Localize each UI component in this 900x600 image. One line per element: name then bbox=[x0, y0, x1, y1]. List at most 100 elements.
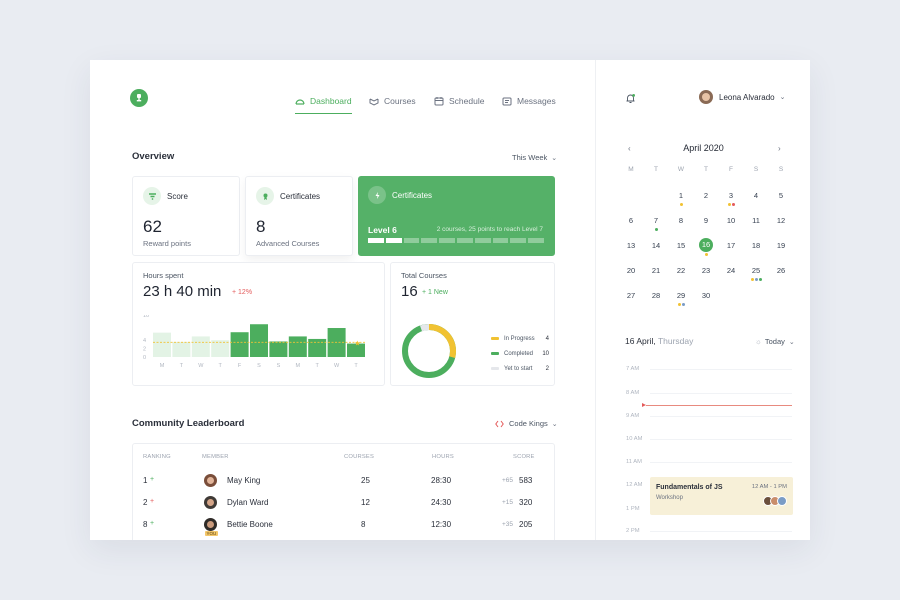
calendar-day[interactable]: 18 bbox=[751, 241, 761, 250]
hours-bar[interactable] bbox=[308, 338, 327, 357]
calendar-day[interactable]: 2 bbox=[703, 191, 709, 200]
prev-month-button[interactable]: ‹ bbox=[628, 144, 631, 153]
calendar-day[interactable]: 24 bbox=[726, 266, 736, 275]
attendee-avatar bbox=[777, 496, 787, 506]
time-gridline bbox=[650, 393, 792, 394]
hours-bar[interactable] bbox=[211, 340, 230, 357]
level-progress-segment bbox=[474, 238, 491, 243]
x-tick-label: T bbox=[316, 363, 320, 369]
calendar-day[interactable]: 17 bbox=[726, 241, 736, 250]
calendar-day[interactable]: 4 bbox=[753, 191, 759, 200]
calendar-day[interactable]: 16 bbox=[699, 238, 713, 252]
time-label: 11 AM bbox=[626, 459, 643, 465]
calendar-day[interactable]: 10 bbox=[726, 216, 736, 225]
schedule-day: 16 April, bbox=[625, 336, 656, 346]
calendar-day[interactable]: 19 bbox=[776, 241, 786, 250]
team-dropdown[interactable]: Code Kings ⌄ bbox=[495, 419, 558, 428]
calendar-day[interactable]: 26 bbox=[776, 266, 786, 275]
hours-label: Hours spent bbox=[143, 271, 184, 280]
app-logo[interactable] bbox=[130, 89, 148, 107]
schedule-weekday: Thursday bbox=[657, 336, 694, 346]
calendar-day[interactable]: 6 bbox=[628, 216, 634, 225]
weekday-label: W bbox=[677, 166, 685, 173]
event-dot bbox=[681, 303, 685, 306]
total-courses-change: + 1 New bbox=[422, 289, 448, 296]
rank-trend: + bbox=[150, 520, 155, 527]
calendar-day[interactable]: 28 bbox=[651, 291, 661, 300]
event-card[interactable]: Fundamentals of JS 12 AM - 1 PM Workshop bbox=[650, 477, 793, 515]
legend-value: 10 bbox=[542, 350, 549, 357]
period-dropdown[interactable]: This Week ⌄ bbox=[512, 153, 557, 162]
hours-bar[interactable] bbox=[230, 332, 249, 357]
hours-bar[interactable] bbox=[172, 341, 191, 357]
next-month-button[interactable]: › bbox=[778, 144, 781, 153]
hours-bar[interactable] bbox=[288, 336, 307, 357]
star-icon: ★ bbox=[354, 339, 360, 347]
x-tick-label: T bbox=[180, 363, 184, 369]
score-card[interactable]: Score 62 Reward points bbox=[132, 176, 240, 256]
x-tick-label: W bbox=[198, 363, 204, 369]
calendar-day[interactable]: 20 bbox=[626, 266, 636, 275]
certificates-value: 8 bbox=[256, 217, 266, 236]
calendar-day[interactable]: 21 bbox=[651, 266, 661, 275]
score-icon-badge bbox=[143, 187, 161, 205]
calendar-day[interactable]: 8 bbox=[678, 216, 684, 225]
calendar-day[interactable]: 30 bbox=[701, 291, 711, 300]
hours-bar[interactable] bbox=[347, 343, 365, 357]
calendar-day[interactable]: 1 bbox=[678, 191, 684, 200]
chevron-down-icon: ⌄ bbox=[551, 154, 558, 162]
schedule-date: 16 April, Thursday bbox=[625, 336, 693, 346]
calendar-day[interactable]: 25 bbox=[751, 266, 761, 275]
calendar-day[interactable]: 13 bbox=[626, 241, 636, 250]
user-menu[interactable]: Leona Alvarado ⌄ bbox=[699, 90, 785, 104]
weekday-label: T bbox=[704, 166, 708, 173]
total-courses-card: Total Courses 16 + 1 New In Progress 4 Com… bbox=[390, 262, 555, 386]
certificates-icon-badge bbox=[256, 187, 274, 205]
calendar-month: April 2020 bbox=[683, 143, 724, 153]
hours-bar[interactable] bbox=[250, 324, 268, 357]
rank-value: 2 bbox=[143, 498, 148, 507]
period-label: This Week bbox=[512, 153, 548, 162]
chevron-down-icon: ⌄ bbox=[779, 94, 786, 101]
calendar-day[interactable]: 14 bbox=[651, 241, 661, 250]
calendar-day[interactable]: 15 bbox=[676, 241, 686, 250]
nav-messages[interactable]: Messages bbox=[502, 91, 556, 111]
calendar-day[interactable]: 9 bbox=[703, 216, 709, 225]
member-hours: 28:30 bbox=[431, 476, 452, 485]
calendar-day[interactable]: 12 bbox=[776, 216, 786, 225]
calendar-day[interactable]: 11 bbox=[752, 216, 760, 225]
calendar-day[interactable]: 3 bbox=[728, 191, 734, 200]
certificates-card[interactable]: Certificates 8 Advanced Courses bbox=[245, 176, 353, 256]
time-gridline bbox=[650, 416, 792, 417]
calendar-day[interactable]: 29 bbox=[676, 291, 686, 300]
chevron-right-icon: › bbox=[778, 144, 781, 153]
nav-schedule[interactable]: Schedule bbox=[434, 91, 484, 111]
hours-bar[interactable] bbox=[153, 332, 171, 357]
level-card[interactable]: Certificates Level 6 2 courses, 25 point… bbox=[358, 176, 555, 256]
table-row[interactable]: 1 + May King 25 28:30 +65 583 bbox=[133, 474, 556, 490]
table-row[interactable]: 2 + Dylan Ward 12 24:30 +15 320 bbox=[133, 496, 556, 512]
hours-bar[interactable] bbox=[269, 341, 288, 357]
nav-courses[interactable]: Courses bbox=[369, 91, 416, 111]
rank-value: 8 bbox=[143, 520, 148, 529]
calendar-day[interactable]: 22 bbox=[676, 266, 686, 275]
member-courses: 12 bbox=[361, 498, 370, 507]
calendar-day[interactable]: 7 bbox=[653, 216, 659, 225]
legend-swatch bbox=[491, 367, 499, 370]
schedule-view-dropdown[interactable]: ☼ Today ⌄ bbox=[755, 337, 795, 346]
calendar-day[interactable]: 5 bbox=[778, 191, 784, 200]
time-label: 7 AM bbox=[626, 366, 640, 372]
current-time-line bbox=[646, 405, 792, 406]
member-courses: 25 bbox=[361, 476, 370, 485]
award-icon bbox=[263, 193, 267, 200]
calendar-day[interactable]: 23 bbox=[701, 266, 711, 275]
table-row[interactable]: 8 + YOU Bettie Boone 8 12:30 +35 205 bbox=[133, 518, 556, 536]
hours-change: + 12% bbox=[232, 289, 253, 296]
score-value: 62 bbox=[143, 217, 162, 236]
notification-button[interactable] bbox=[625, 91, 636, 109]
nav-dashboard[interactable]: Dashboard bbox=[295, 91, 352, 114]
calendar-day[interactable]: 27 bbox=[626, 291, 636, 300]
member-courses: 8 bbox=[361, 520, 366, 529]
hours-bar[interactable] bbox=[191, 336, 210, 357]
member-score: 583 bbox=[519, 476, 533, 485]
